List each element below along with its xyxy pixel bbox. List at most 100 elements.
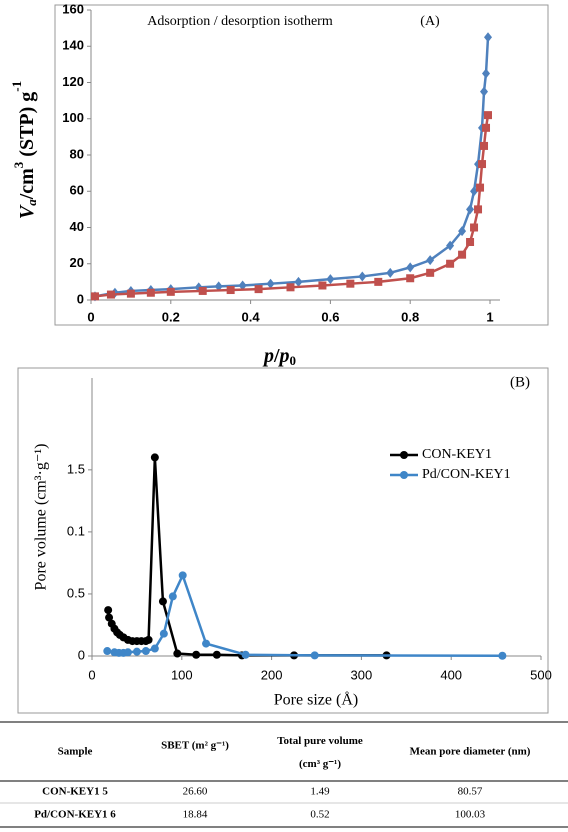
y-tick-label: 0.5 [67,585,85,600]
marker [103,647,112,656]
marker [241,650,250,659]
marker [159,629,168,638]
legend-label: CON-KEY1 [422,447,492,462]
y-tick-label: 20 [70,255,84,270]
marker [226,286,235,295]
x-tick-label: 200 [261,667,283,682]
marker [90,292,99,301]
table-cell: 0.52 [310,809,329,821]
table-cell: 1.49 [310,786,330,798]
marker [144,635,153,644]
y-tick-label: 160 [62,1,84,16]
marker [150,644,159,653]
marker [446,240,455,251]
marker [458,250,467,259]
table-cell: 18.84 [183,809,208,821]
marker [498,651,507,660]
table-header: Total pure volume (cm³ g⁻¹) [277,735,363,770]
annotation: (B) [510,374,530,390]
table-cell: 100.03 [455,809,486,821]
marker [104,606,113,615]
marker [326,274,335,285]
marker [254,285,263,294]
table-header: Sample [58,746,93,758]
marker [426,255,435,266]
marker [150,453,159,462]
y-tick-label: 80 [70,146,84,161]
marker [478,160,487,169]
panel-b-frame [17,367,549,714]
x-tick-label: 0.8 [401,309,419,324]
marker [484,32,493,43]
legend-marker [400,451,408,459]
marker [386,267,395,278]
marker [470,223,479,232]
x-tick-label: 0.6 [321,309,339,324]
marker [474,205,483,214]
y-tick-label: 100 [62,110,84,125]
marker [158,597,167,606]
marker [123,648,132,657]
table-cell: 26.60 [183,786,208,798]
marker [126,289,135,298]
series-line [106,457,387,657]
x-axis-label: Pore size (Å) [274,691,358,709]
marker [173,649,182,658]
marker [484,111,493,120]
x-tick-label: 0 [88,667,95,682]
table-header: SBET (m² g⁻¹) [161,740,229,752]
marker [406,274,415,283]
marker [166,287,175,296]
marker [318,281,327,290]
legend-label: Pd/CON-KEY1 [422,467,511,482]
marker [346,279,355,288]
x-axis-label: p/p0 [262,345,296,368]
marker [358,271,367,282]
marker [105,613,114,622]
marker [178,571,187,580]
y-axis-label: Pore volume (cm³·g⁻¹) [33,444,50,591]
marker [482,68,491,79]
table-cell: Pd/CON-KEY1 6 [34,809,116,821]
marker [466,238,475,246]
x-tick-label: 100 [171,667,193,682]
table-cell: 80.57 [458,786,483,798]
marker [466,204,475,215]
y-tick-label: 120 [62,74,84,89]
marker [168,592,177,601]
panel-a-frame [54,4,549,326]
legend-marker [400,471,408,479]
marker [212,650,221,659]
y-tick-label: 0.1 [67,523,85,538]
y-tick-label: 140 [62,38,84,53]
x-tick-label: 1 [486,309,493,324]
x-tick-label: 0.2 [162,309,180,324]
y-tick-label: 60 [70,183,84,198]
marker [374,277,383,286]
marker [106,290,115,299]
marker [294,276,303,287]
x-tick-label: 500 [530,667,552,682]
marker [146,288,155,297]
table [0,721,568,828]
x-tick-label: 0.4 [242,309,261,324]
marker [480,86,489,97]
marker [192,650,201,659]
marker [286,283,295,292]
marker [310,651,319,660]
marker [141,647,150,656]
marker [132,647,141,656]
y-tick-label: 1.5 [67,461,85,476]
marker [480,141,489,150]
table-cell: CON-KEY1 5 [42,786,108,798]
x-tick-label: 400 [440,667,462,682]
annotation: (A) [420,14,440,29]
marker [214,281,223,292]
table-header: Mean pore diameter (nm) [410,746,531,758]
y-tick-label: 40 [70,219,84,234]
marker [458,226,467,237]
marker [238,280,247,291]
y-axis-label: Va/cm3 (STP) g-1 [9,81,39,219]
marker [202,639,211,648]
